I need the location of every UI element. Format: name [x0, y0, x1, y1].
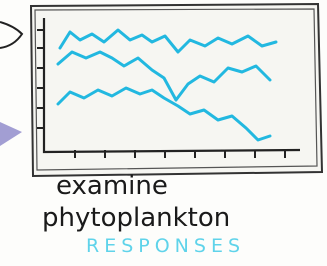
edge-curve [0, 22, 22, 48]
sketch: examine phytoplankton RESPONSES [0, 0, 327, 266]
caption-line: examine [56, 171, 168, 201]
edge-arrow [0, 122, 22, 146]
caption-line: phytoplankton [42, 203, 230, 233]
page: examine phytoplankton RESPONSES (() => {… [0, 0, 327, 266]
caption-line: RESPONSES [86, 235, 245, 257]
